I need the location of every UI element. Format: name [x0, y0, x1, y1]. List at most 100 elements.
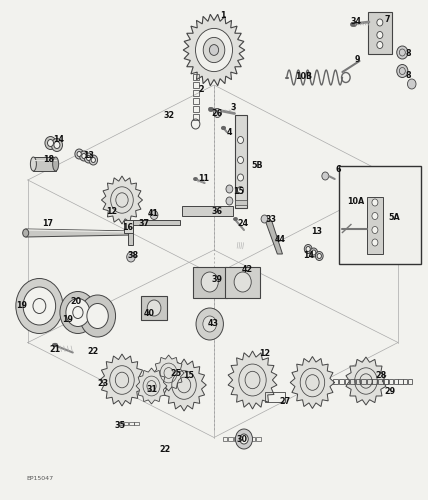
Circle shape — [397, 64, 408, 78]
Text: 27: 27 — [279, 396, 291, 406]
Circle shape — [45, 136, 56, 149]
Text: 18: 18 — [43, 156, 54, 164]
Text: 13: 13 — [83, 152, 94, 160]
Bar — [193, 82, 199, 87]
Text: 12: 12 — [107, 207, 118, 216]
Text: 23: 23 — [97, 380, 108, 388]
Circle shape — [310, 248, 318, 257]
Circle shape — [203, 316, 217, 332]
Text: 6: 6 — [336, 166, 341, 174]
Text: 2: 2 — [198, 86, 204, 94]
Polygon shape — [228, 351, 277, 409]
Bar — [403, 378, 407, 384]
Circle shape — [238, 136, 244, 143]
Polygon shape — [136, 368, 167, 404]
Text: 14: 14 — [303, 250, 315, 260]
Polygon shape — [153, 355, 184, 391]
Text: 1: 1 — [220, 12, 225, 20]
Bar — [129, 422, 134, 425]
Bar — [193, 106, 199, 112]
Circle shape — [235, 429, 253, 449]
Bar — [265, 392, 285, 402]
Bar — [228, 437, 233, 441]
Polygon shape — [162, 359, 206, 411]
Bar — [389, 378, 393, 384]
Circle shape — [238, 186, 244, 194]
Bar — [119, 422, 123, 425]
Bar — [33, 157, 56, 171]
Bar — [361, 378, 366, 384]
Text: 29: 29 — [385, 386, 396, 396]
Bar — [378, 378, 383, 384]
Text: 40: 40 — [143, 310, 155, 318]
Bar — [350, 378, 355, 384]
Text: 28: 28 — [375, 372, 386, 380]
Circle shape — [73, 306, 83, 318]
Bar — [384, 378, 388, 384]
Polygon shape — [346, 357, 386, 405]
Circle shape — [75, 149, 83, 159]
Ellipse shape — [53, 157, 59, 171]
Circle shape — [203, 38, 225, 62]
Circle shape — [372, 226, 378, 234]
Bar — [339, 378, 344, 384]
Bar — [182, 206, 233, 216]
Bar — [235, 115, 247, 208]
Text: 39: 39 — [211, 276, 222, 284]
Circle shape — [234, 272, 251, 292]
Circle shape — [226, 185, 233, 193]
Text: EP15047: EP15047 — [27, 476, 54, 482]
Polygon shape — [100, 354, 144, 406]
Text: 4: 4 — [226, 128, 232, 137]
Circle shape — [304, 244, 312, 254]
Text: 8: 8 — [406, 72, 412, 80]
Text: 19: 19 — [16, 302, 27, 310]
Circle shape — [317, 254, 321, 258]
Circle shape — [407, 79, 416, 89]
Text: 33: 33 — [266, 216, 277, 224]
Circle shape — [377, 19, 383, 26]
Bar — [124, 422, 128, 425]
Text: 15: 15 — [183, 370, 194, 380]
Bar — [239, 437, 244, 441]
Text: 19: 19 — [62, 314, 73, 324]
Text: 17: 17 — [42, 220, 54, 228]
Circle shape — [66, 298, 90, 326]
Circle shape — [209, 44, 219, 56]
Text: 25: 25 — [171, 369, 182, 378]
Circle shape — [312, 250, 316, 255]
Text: 9: 9 — [355, 56, 360, 64]
Text: 5B: 5B — [251, 160, 263, 170]
Polygon shape — [101, 176, 143, 224]
Text: 11: 11 — [198, 174, 209, 183]
Text: 16: 16 — [122, 222, 133, 232]
Text: 41: 41 — [148, 210, 159, 218]
Text: 21: 21 — [49, 346, 60, 354]
Bar — [256, 437, 261, 441]
Text: 32: 32 — [164, 112, 175, 120]
Circle shape — [54, 142, 60, 148]
Bar — [124, 220, 133, 233]
Text: 24: 24 — [237, 220, 248, 228]
Bar — [372, 378, 377, 384]
Bar — [234, 437, 238, 441]
Polygon shape — [26, 229, 133, 237]
Circle shape — [91, 158, 95, 162]
Text: 37: 37 — [139, 220, 150, 228]
Bar — [394, 378, 398, 384]
Bar — [225, 266, 260, 298]
Circle shape — [80, 295, 116, 337]
Circle shape — [48, 140, 54, 146]
Bar — [223, 437, 227, 441]
Text: 3: 3 — [231, 103, 236, 112]
Ellipse shape — [23, 229, 29, 237]
Bar — [193, 90, 199, 96]
Circle shape — [372, 239, 378, 246]
Text: 8: 8 — [406, 49, 412, 58]
Bar — [193, 98, 199, 103]
Bar — [245, 437, 250, 441]
Text: 38: 38 — [127, 252, 138, 260]
Text: 20: 20 — [71, 296, 82, 306]
Circle shape — [77, 152, 81, 156]
Circle shape — [51, 138, 62, 151]
